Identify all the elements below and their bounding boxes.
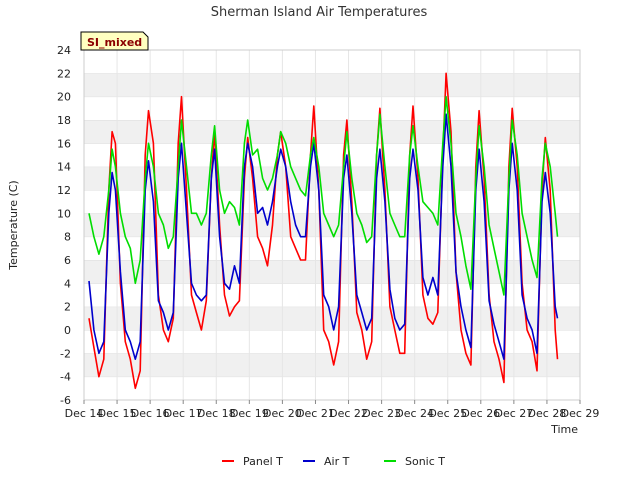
x-tick-label: Dec 17 (164, 407, 203, 420)
legend-label: Sonic T (405, 455, 445, 468)
grid-band (84, 283, 580, 307)
grid-band (84, 353, 580, 377)
grid-band (84, 96, 580, 120)
y-tick-label: 22 (57, 67, 71, 80)
grid-bands (83, 49, 581, 400)
x-tick-label: Dec 22 (329, 407, 368, 420)
y-tick-label: 6 (64, 254, 71, 267)
x-tick-label: Dec 29 (561, 407, 600, 420)
y-axis-label: Temperature (C) (7, 180, 20, 270)
x-tick-label: Dec 24 (395, 407, 434, 420)
x-tick-label: Dec 21 (296, 407, 335, 420)
y-tick-label: 24 (57, 44, 71, 57)
x-tick-label: Dec 15 (98, 407, 137, 420)
x-tick-label: Dec 18 (197, 407, 236, 420)
y-tick-label: 18 (57, 114, 71, 127)
x-tick-label: Dec 28 (528, 407, 567, 420)
grid-band (84, 376, 580, 400)
x-tick-label: Dec 16 (131, 407, 170, 420)
x-tick-label: Dec 23 (362, 407, 401, 420)
series-lines (88, 72, 559, 390)
grid-band (84, 213, 580, 237)
grid-band (84, 120, 580, 144)
badge-box (80, 31, 149, 51)
badge-label: SI_mixed (87, 36, 142, 49)
x-tick-label: Dec 19 (230, 407, 269, 420)
x-axis-label: Time (550, 423, 578, 436)
chart-badge: SI_mixed (80, 31, 149, 51)
grid-band (84, 166, 580, 190)
x-tick-label: Dec 26 (461, 407, 500, 420)
chart-title: Sherman Island Air Temperatures (211, 5, 428, 20)
grid-band (84, 50, 580, 74)
y-tick-label: -4 (60, 371, 71, 384)
legend-label: Panel T (243, 455, 283, 468)
x-tick-label: Dec 27 (494, 407, 533, 420)
x-tick-label: Dec 25 (428, 407, 467, 420)
y-tick-label: 0 (64, 324, 71, 337)
y-tick-label: 10 (57, 207, 71, 220)
y-tick-label: -2 (60, 347, 71, 360)
y-tick-label: 2 (64, 301, 71, 314)
y-tick-label: 12 (57, 184, 71, 197)
y-tick-label: -6 (60, 394, 71, 407)
plot-frame (83, 49, 581, 401)
grid-band (84, 143, 580, 167)
y-tick-label: 8 (64, 231, 71, 244)
legend: Panel T Air T Sonic T (222, 455, 445, 468)
x-tick-label: Dec 14 (65, 407, 104, 420)
legend-label: Air T (324, 455, 350, 468)
y-tick-label: 4 (64, 277, 71, 290)
y-tick-label: 14 (57, 161, 71, 174)
grid-band (84, 330, 580, 354)
grid-band (84, 73, 580, 97)
series-line-air-t (88, 113, 559, 360)
x-tick-label: Dec 20 (263, 407, 302, 420)
series-line-sonic-t (88, 95, 559, 296)
y-tick-label: 16 (57, 137, 71, 150)
y-tick-label: 20 (57, 91, 71, 104)
